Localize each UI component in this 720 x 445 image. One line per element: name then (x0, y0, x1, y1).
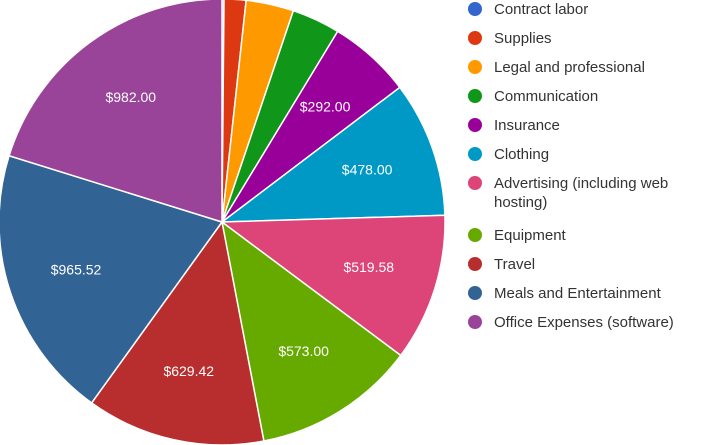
legend-label: Insurance (494, 117, 560, 134)
pie-slice (220, 220, 402, 442)
slice-value-label: $478.00 (342, 162, 393, 178)
legend-label: Equipment (494, 227, 566, 244)
legend-swatch-icon (468, 286, 482, 300)
legend-label: Legal and professional (494, 59, 645, 76)
legend-label: Clothing (494, 146, 550, 163)
pie-slice (90, 220, 265, 445)
legend-item: Travel (468, 255, 535, 274)
legend-label: Office Expenses (software) (494, 314, 674, 331)
slice-value-label: $519.58 (343, 259, 394, 275)
legend-item: Equipment (468, 226, 566, 245)
pie-slice (219, 214, 446, 357)
pie-slice (219, 86, 446, 223)
legend-item: Communication (468, 87, 598, 106)
slice-value-label: $982.00 (105, 89, 156, 105)
legend-item: Office Expenses (software) (468, 313, 674, 332)
legend-label: Meals and Entertainment (494, 285, 661, 302)
legend-swatch-icon (468, 2, 482, 16)
legend-swatch-icon (468, 147, 482, 161)
legend-swatch-icon (468, 228, 482, 242)
legend-swatch-icon (468, 60, 482, 74)
legend-label: Advertising (including web hosting) (494, 175, 669, 211)
legend-swatch-icon (468, 31, 482, 45)
slice-value-label: $573.00 (278, 343, 329, 359)
legend-swatch-icon (468, 176, 482, 190)
legend-item: Legal and professional (468, 58, 645, 77)
legend-item: Supplies (468, 29, 552, 48)
legend-swatch-icon (468, 257, 482, 271)
pie-chart: $292.00 $478.00 $519.58 $573.00 $629.42 $965.… (0, 0, 446, 445)
slice-value-label: $629.42 (163, 363, 214, 379)
legend-swatch-icon (468, 118, 482, 132)
pie-slice (8, 0, 223, 224)
legend-item: Contract labor (468, 0, 588, 19)
legend-swatch-icon (468, 315, 482, 329)
legend-label: Contract labor (494, 1, 589, 18)
legend-label: Communication (494, 88, 599, 105)
slice-value-label: $965.52 (51, 261, 102, 277)
legend-item: Insurance (468, 116, 560, 135)
legend-item: Clothing (468, 145, 549, 164)
legend-item: Advertising (including web hosting) (468, 174, 714, 212)
legend-swatch-icon (468, 89, 482, 103)
legend-label: Travel (494, 256, 536, 273)
legend-label: Supplies (494, 30, 552, 47)
slice-value-label: $292.00 (300, 98, 351, 114)
pie-slice (0, 154, 224, 404)
legend-item: Meals and Entertainment (468, 284, 661, 303)
